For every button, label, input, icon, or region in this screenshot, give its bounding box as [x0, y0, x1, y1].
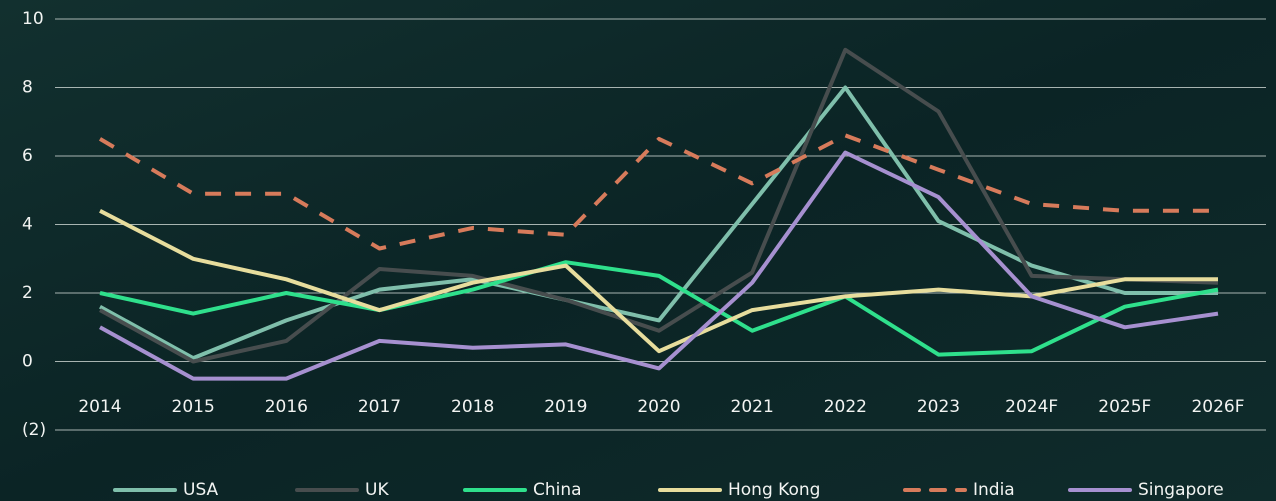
x-tick-label: 2023: [917, 397, 960, 417]
series-line: [99, 47, 1219, 364]
x-tick-label: 2015: [172, 397, 215, 417]
series-line: [99, 260, 1219, 357]
x-tick-label: 2026F: [1191, 397, 1244, 417]
y-tick-label: 6: [22, 146, 33, 166]
series-line: [99, 85, 1218, 361]
x-tick-label: 2016: [265, 397, 308, 417]
series-line: [98, 133, 1218, 251]
x-tick-label: 2025F: [1098, 397, 1151, 417]
legend-label: China: [533, 480, 582, 500]
legend-label: USA: [183, 480, 219, 500]
y-tick-label: 0: [22, 352, 33, 372]
x-tick-label: 2019: [544, 397, 587, 417]
y-tick-label: 4: [22, 215, 33, 235]
x-tick-label: 2024F: [1005, 397, 1058, 417]
y-tick-label: (2): [22, 420, 46, 440]
x-tick-label: 2022: [824, 397, 867, 417]
series-line: [99, 150, 1219, 381]
y-tick-label: 10: [22, 9, 44, 29]
x-tick-label: 2014: [78, 397, 121, 417]
x-tick-label: 2021: [731, 397, 774, 417]
y-tick-label: 8: [22, 78, 33, 98]
legend-label: Hong Kong: [728, 480, 820, 500]
x-tick-label: 2018: [451, 397, 494, 417]
legend-label: India: [973, 480, 1015, 500]
legend-label: UK: [365, 480, 389, 500]
y-tick-label: 2: [22, 283, 33, 303]
legend-label: Singapore: [1138, 480, 1224, 500]
x-tick-label: 2017: [358, 397, 401, 417]
x-tick-label: 2020: [637, 397, 680, 417]
